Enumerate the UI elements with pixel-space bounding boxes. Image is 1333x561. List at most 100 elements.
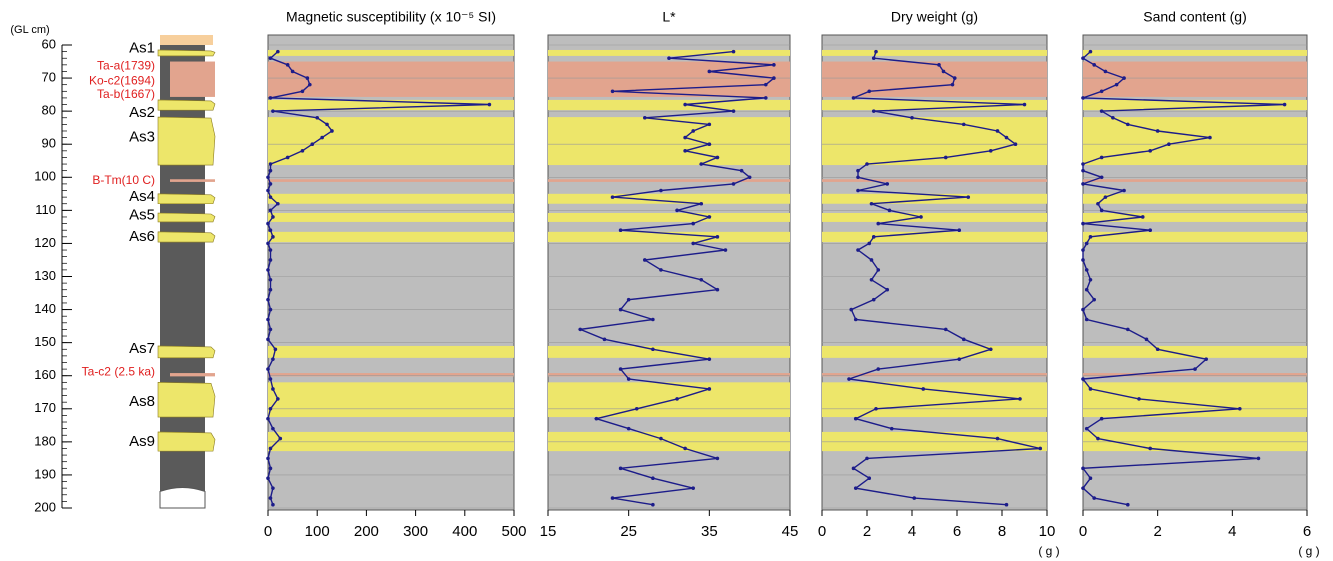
y-tick-label: 150 <box>34 334 56 349</box>
data-point <box>268 258 273 262</box>
data-point <box>1114 82 1119 87</box>
data-point <box>271 486 275 490</box>
data-point <box>1004 502 1009 507</box>
panel-title: Sand content (g) <box>1143 9 1247 25</box>
data-point <box>764 82 768 87</box>
data-point <box>1038 446 1043 451</box>
data-point <box>869 201 874 206</box>
y-tick-label: 70 <box>42 70 56 85</box>
band <box>268 49 514 56</box>
data-point <box>764 96 768 100</box>
band <box>1083 99 1307 111</box>
x-tick-label: 200 <box>354 523 379 540</box>
data-point <box>1081 96 1085 100</box>
data-point <box>1155 347 1160 352</box>
data-point <box>874 406 878 411</box>
data-point <box>276 49 280 54</box>
data-point <box>691 486 695 490</box>
band <box>822 179 1047 182</box>
data-point <box>1081 162 1085 166</box>
data-point <box>1099 109 1104 113</box>
x-tick-label: 15 <box>540 523 557 540</box>
data-point <box>851 466 856 471</box>
band <box>1083 373 1307 377</box>
data-point <box>1148 149 1152 153</box>
data-point <box>1099 175 1104 180</box>
data-point <box>271 357 275 361</box>
data-point <box>851 96 856 100</box>
data-point <box>961 337 966 342</box>
layer-label: As1 <box>129 39 155 56</box>
band <box>1083 193 1307 204</box>
data-point <box>1099 155 1104 160</box>
data-point <box>266 416 270 421</box>
column-bottom <box>159 486 206 509</box>
data-point <box>1126 502 1130 507</box>
data-point <box>747 175 752 180</box>
data-point <box>651 317 655 322</box>
data-point <box>1081 486 1085 490</box>
band <box>268 193 514 204</box>
data-point <box>268 406 273 411</box>
data-point <box>271 235 275 239</box>
band <box>268 431 514 452</box>
y-tick-label: 190 <box>34 466 56 481</box>
band <box>268 345 514 358</box>
data-point <box>871 297 876 302</box>
data-point <box>995 436 1000 441</box>
data-point <box>651 347 655 352</box>
data-point <box>268 56 273 61</box>
data-point <box>268 248 273 252</box>
x-tick-label: 25 <box>620 523 637 540</box>
data-point <box>651 502 655 507</box>
panel-background <box>1082 34 1308 511</box>
data-point <box>1088 49 1093 54</box>
data-point <box>1084 426 1089 431</box>
y-tick-label: 200 <box>34 499 56 514</box>
data-point <box>952 76 957 80</box>
band <box>548 213 790 222</box>
data-point <box>1099 89 1104 94</box>
data-point <box>1140 215 1145 219</box>
data-point <box>266 476 270 481</box>
layer-label: As4 <box>129 188 155 205</box>
data-point <box>707 215 712 219</box>
unit-label: ( g ) <box>1038 544 1059 558</box>
column-layer <box>157 49 216 57</box>
x-tick-label: 4 <box>908 523 916 540</box>
data-point <box>268 307 273 312</box>
data-point <box>871 235 876 239</box>
data-point <box>305 76 310 80</box>
data-point <box>266 188 270 193</box>
data-point <box>1092 496 1096 500</box>
data-point <box>268 446 273 451</box>
data-point <box>867 241 872 246</box>
x-tick-label: 0 <box>1079 523 1087 540</box>
data-point <box>849 307 854 312</box>
band <box>1083 231 1307 243</box>
y-tick-label: 140 <box>34 301 56 316</box>
layer-label: B-Tm(10 C) <box>92 173 155 187</box>
layer-label: As9 <box>129 433 155 450</box>
data-point <box>1193 367 1197 371</box>
band <box>1083 345 1307 358</box>
data-point <box>876 268 881 272</box>
data-point <box>626 297 631 302</box>
data-point <box>268 278 273 282</box>
data-point <box>271 426 275 431</box>
data-point <box>276 201 280 206</box>
data-point <box>853 486 858 490</box>
band <box>1083 117 1307 166</box>
data-point <box>865 456 869 461</box>
data-point <box>268 228 273 232</box>
data-point <box>1088 235 1093 239</box>
data-point <box>691 221 695 226</box>
data-point <box>308 82 312 87</box>
data-point <box>961 122 966 127</box>
data-point <box>1103 69 1108 74</box>
data-point <box>1167 142 1171 147</box>
data-point <box>1004 135 1009 140</box>
y-tick-label: 100 <box>34 169 56 184</box>
x-tick-label: 0 <box>818 523 826 540</box>
